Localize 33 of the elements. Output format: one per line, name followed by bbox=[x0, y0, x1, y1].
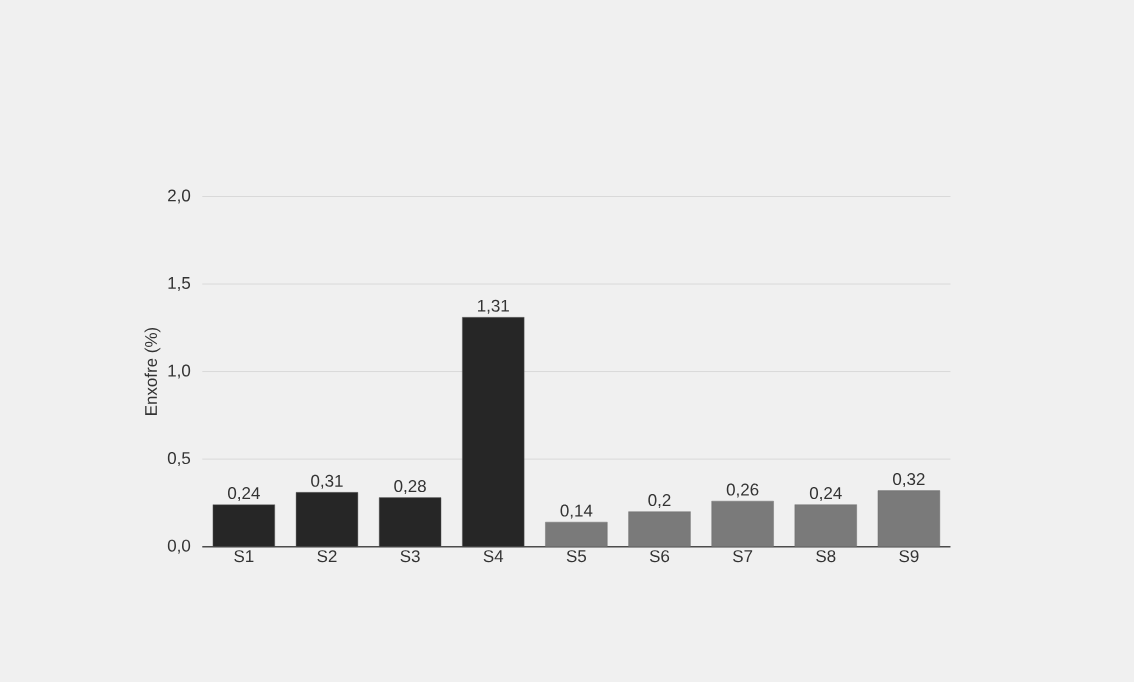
bar bbox=[295, 492, 359, 547]
bar bbox=[462, 316, 525, 547]
bar bbox=[378, 497, 442, 547]
x-tick-label: S8 bbox=[816, 550, 836, 563]
y-tick-label: 2,0 bbox=[168, 189, 191, 204]
bar bbox=[212, 504, 275, 547]
bar bbox=[628, 511, 691, 547]
data-label: 0,14 bbox=[560, 504, 593, 519]
data-label: 0,26 bbox=[726, 483, 759, 498]
data-label: 0,2 bbox=[648, 493, 671, 508]
bar bbox=[794, 504, 857, 547]
data-label: 0,24 bbox=[228, 486, 260, 501]
data-label: 0,24 bbox=[809, 486, 842, 501]
bar bbox=[545, 521, 608, 547]
y-axis-title: Enxofre (%) bbox=[144, 327, 161, 415]
x-tick-label: S5 bbox=[566, 550, 587, 563]
x-tick-label: S1 bbox=[234, 550, 254, 563]
data-label: 0,31 bbox=[311, 474, 343, 489]
x-tick-label: S7 bbox=[733, 550, 753, 563]
y-tick-label: 0,0 bbox=[167, 539, 191, 554]
y-tick-label: 1,0 bbox=[168, 364, 191, 379]
data-label: 0,32 bbox=[893, 472, 925, 487]
data-label: 0,28 bbox=[394, 479, 426, 494]
x-tick-label: S2 bbox=[317, 550, 337, 563]
y-tick-label: 0,5 bbox=[167, 451, 191, 466]
x-tick-label: S6 bbox=[649, 550, 670, 563]
x-tick-label: S9 bbox=[899, 550, 919, 563]
bar bbox=[877, 490, 941, 547]
y-tick-label: 1,5 bbox=[168, 276, 191, 291]
data-label: 1,31 bbox=[478, 299, 509, 314]
bar bbox=[711, 500, 774, 547]
x-tick-label: S4 bbox=[483, 550, 504, 563]
x-tick-label: S3 bbox=[400, 550, 420, 563]
